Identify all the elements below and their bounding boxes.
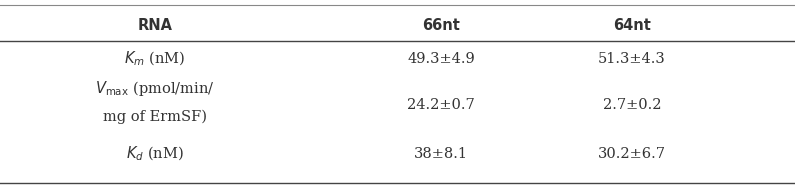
Text: $\mathit{K}_{\mathit{d}}$ (nM): $\mathit{K}_{\mathit{d}}$ (nM) (126, 145, 184, 163)
Text: 2.7±0.2: 2.7±0.2 (603, 98, 661, 112)
Text: 30.2±6.7: 30.2±6.7 (598, 147, 666, 161)
Text: 24.2±0.7: 24.2±0.7 (407, 98, 475, 112)
Text: RNA: RNA (138, 18, 173, 33)
Text: 49.3±4.9: 49.3±4.9 (407, 52, 475, 66)
Text: 51.3±4.3: 51.3±4.3 (598, 52, 666, 66)
Text: $\mathit{V}_{\mathit{\mathrm{max}}}$ (pmol/min/: $\mathit{V}_{\mathit{\mathrm{max}}}$ (pm… (95, 79, 215, 98)
Text: mg of ErmSF): mg of ErmSF) (103, 110, 207, 124)
Text: $\mathit{K}_{\mathit{m}}$ (nM): $\mathit{K}_{\mathit{m}}$ (nM) (124, 50, 186, 68)
Text: 38±8.1: 38±8.1 (414, 147, 468, 161)
Text: 66nt: 66nt (422, 18, 460, 33)
Text: 64nt: 64nt (613, 18, 651, 33)
